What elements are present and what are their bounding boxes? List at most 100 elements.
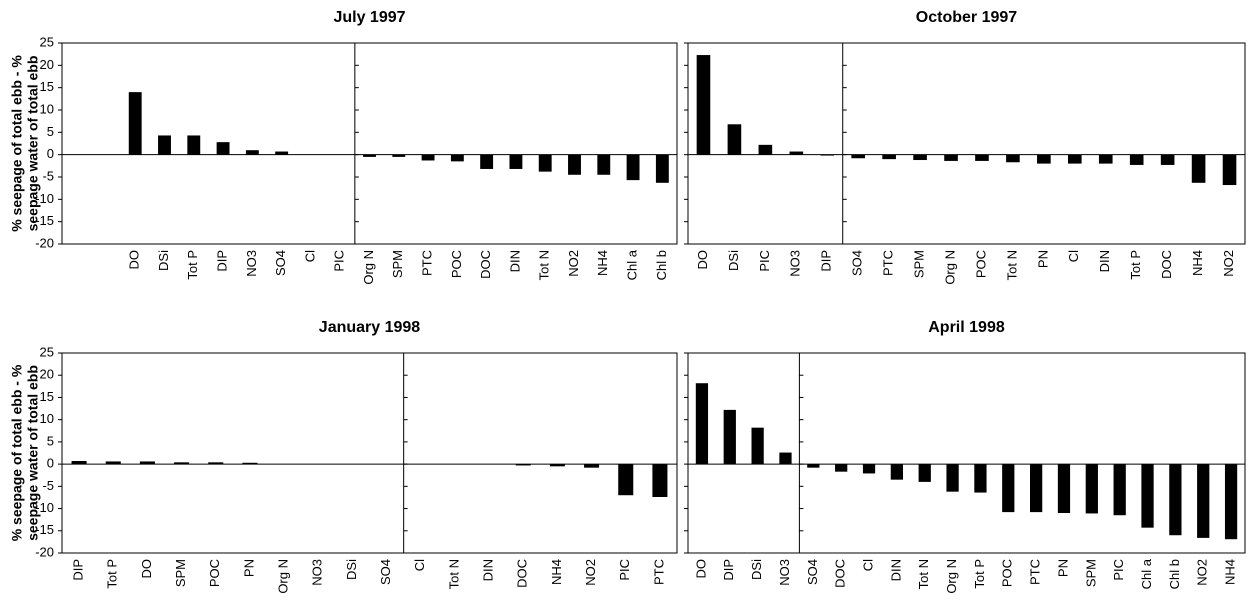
bar: [216, 142, 230, 155]
x-tick-label: NH4: [595, 250, 610, 276]
chart-title: October 1997: [916, 9, 1017, 26]
x-tick-label: NO2: [1195, 559, 1210, 586]
y-tick-label: 20: [40, 367, 54, 382]
bar: [1129, 154, 1144, 165]
y-tick-label: -20: [35, 544, 54, 559]
x-tick-label: DO: [695, 250, 710, 270]
x-tick-label: SO4: [850, 250, 865, 276]
x-tick-label: NO2: [566, 250, 581, 277]
bar: [851, 154, 866, 159]
x-tick-label: NO3: [310, 559, 325, 586]
x-tick-label: Chl b: [1167, 559, 1182, 589]
x-tick-label: Org N: [942, 250, 957, 285]
y-tick-label: -10: [35, 500, 54, 515]
bar: [139, 461, 155, 465]
x-tick-label: NO3: [777, 559, 792, 586]
bar: [779, 452, 792, 465]
x-tick-label: PN: [1055, 559, 1070, 577]
bar: [71, 461, 87, 465]
x-tick-label: Chl a: [625, 249, 640, 280]
y-tick-label: 0: [47, 456, 54, 471]
y-tick-label: -15: [35, 522, 54, 537]
bar: [515, 464, 531, 466]
x-tick-label: NH4: [1223, 559, 1238, 585]
bar: [538, 154, 552, 172]
bar: [862, 464, 876, 474]
bar: [758, 144, 773, 155]
x-tick-label: DSi: [749, 559, 764, 580]
x-tick-label: Org N: [361, 250, 376, 285]
x-tick-label: Cl: [412, 559, 427, 571]
x-tick-label: Tot N: [1004, 250, 1019, 280]
x-tick-label: PTC: [881, 250, 896, 276]
bar: [626, 154, 640, 181]
bar: [820, 154, 835, 156]
y-tick-label: -20: [35, 235, 54, 250]
y-tick-label: -5: [42, 478, 54, 493]
x-tick-label: PTC: [420, 250, 435, 276]
bar: [1085, 464, 1098, 514]
x-tick-label: SPM: [912, 250, 927, 278]
x-tick-label: SPM: [390, 250, 405, 278]
bar: [918, 464, 931, 482]
x-tick-label: Cl: [1066, 250, 1081, 262]
y-tick-label: 20: [40, 57, 54, 72]
chart-title: April 1998: [928, 319, 1005, 336]
x-tick-label: Org N: [276, 559, 291, 594]
bar: [727, 124, 742, 155]
x-tick-label: SO4: [805, 559, 820, 585]
bar: [208, 462, 224, 465]
bar: [128, 92, 142, 155]
plot-frame: [687, 352, 1246, 554]
x-tick-label: DO: [127, 250, 142, 270]
bar: [913, 154, 927, 161]
bar: [421, 154, 435, 161]
y-tick-label: 15: [40, 79, 54, 94]
x-tick-label: POC: [207, 559, 222, 587]
bar: [1169, 464, 1182, 536]
x-tick-label: PIC: [757, 250, 772, 272]
x-tick-label: PIC: [1111, 559, 1126, 581]
bar: [1113, 464, 1126, 516]
x-tick-label: PN: [241, 559, 256, 577]
y-axis-label: % seepage of total ebb - %: [9, 364, 25, 541]
bar: [1067, 154, 1082, 164]
x-tick-label: POC: [1000, 559, 1015, 587]
y-axis-label: % seepage of total ebb - %: [9, 55, 25, 232]
bar: [1141, 464, 1154, 528]
x-tick-label: PN: [1035, 250, 1050, 268]
x-tick-label: PIC: [332, 250, 347, 272]
x-tick-label: DIN: [507, 250, 522, 272]
bar: [187, 135, 201, 155]
bar: [584, 464, 600, 468]
bar: [975, 154, 989, 161]
x-tick-label: POC: [449, 250, 464, 278]
chart-title: January 1998: [319, 319, 421, 336]
bar: [696, 55, 711, 155]
x-tick-label: DSi: [344, 559, 359, 580]
bar: [1160, 154, 1175, 165]
y-tick-label: 25: [40, 34, 54, 49]
bar: [450, 154, 464, 162]
bar: [363, 154, 376, 157]
x-tick-label: Tot P: [972, 559, 987, 589]
bar: [1057, 464, 1071, 513]
plot-frame: [61, 42, 678, 245]
bar: [242, 462, 258, 465]
x-tick-label: Tot N: [446, 559, 461, 589]
x-tick-label: DOC: [833, 559, 848, 588]
y-tick-label: 25: [40, 344, 54, 359]
bar: [568, 154, 581, 175]
y-tick-label: 0: [47, 146, 54, 161]
y-tick-label: -5: [42, 168, 54, 183]
bar: [655, 154, 669, 183]
x-tick-label: Cl: [860, 559, 875, 571]
bar: [174, 462, 190, 465]
bar: [509, 154, 523, 169]
bar: [480, 154, 494, 169]
bar: [105, 461, 121, 465]
bar: [1224, 464, 1238, 540]
x-tick-label: NO3: [244, 250, 259, 277]
y-axis-label: seepage water of total ebb: [25, 365, 41, 541]
bar: [652, 464, 668, 497]
